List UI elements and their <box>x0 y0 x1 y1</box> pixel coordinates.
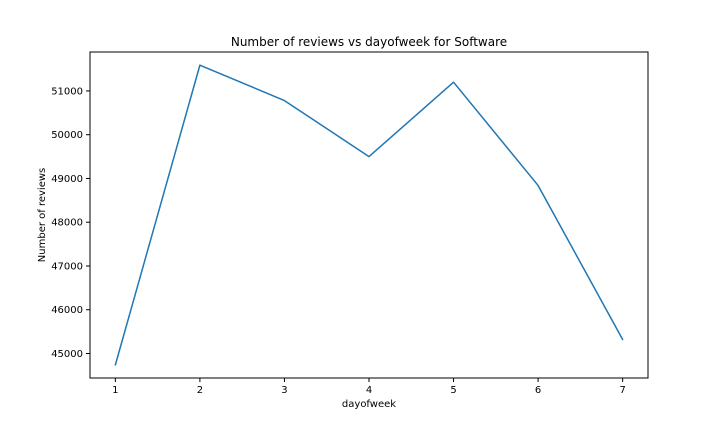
x-tick-label: 7 <box>619 385 625 396</box>
x-tick-label: 5 <box>450 385 456 396</box>
y-tick-label: 50000 <box>51 130 83 141</box>
y-tick-label: 48000 <box>51 218 83 229</box>
y-tick-label: 47000 <box>51 261 83 272</box>
y-tick-label: 45000 <box>51 349 83 360</box>
x-tick-label: 1 <box>112 385 118 396</box>
y-tick-label: 51000 <box>51 86 83 97</box>
y-tick-label: 46000 <box>51 305 83 316</box>
series-line-1 <box>114 64 624 366</box>
x-tick-label: 2 <box>197 385 203 396</box>
y-axis-label: Number of reviews <box>37 168 48 262</box>
x-axis-label: dayofweek <box>342 399 396 410</box>
chart-title: Number of reviews vs dayofweek for Softw… <box>231 35 507 49</box>
plot-area <box>114 64 624 366</box>
x-tick-label: 4 <box>366 385 372 396</box>
x-tick-label: 6 <box>535 385 541 396</box>
x-tick-label: 3 <box>281 385 287 396</box>
x-axis-ticks: 1 2 3 4 5 6 7 <box>112 378 626 396</box>
y-tick-label: 49000 <box>51 174 83 185</box>
y-axis-ticks: 45000 46000 47000 48000 49000 50000 51000 <box>51 86 90 360</box>
